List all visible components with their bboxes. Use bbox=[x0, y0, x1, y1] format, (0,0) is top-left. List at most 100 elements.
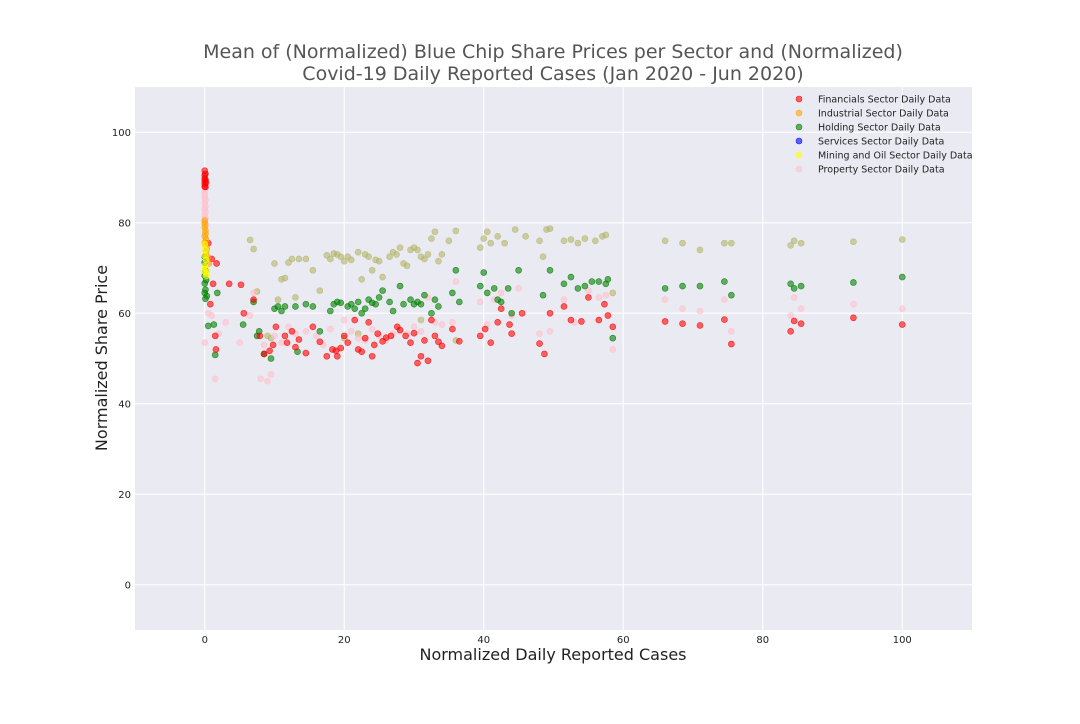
data-point bbox=[267, 371, 275, 378]
data-point bbox=[417, 352, 425, 360]
data-point bbox=[386, 253, 393, 260]
data-point bbox=[271, 332, 278, 340]
data-point bbox=[456, 338, 463, 345]
data-point bbox=[351, 316, 359, 324]
data-point bbox=[609, 289, 617, 297]
data-point bbox=[456, 298, 463, 306]
data-point bbox=[407, 339, 414, 346]
data-point bbox=[354, 248, 362, 256]
data-point bbox=[679, 239, 686, 247]
data-point bbox=[295, 336, 303, 343]
data-point bbox=[585, 287, 592, 294]
data-point bbox=[347, 300, 355, 308]
data-point bbox=[452, 266, 460, 274]
data-point bbox=[417, 300, 425, 308]
data-point bbox=[604, 312, 612, 319]
data-point bbox=[435, 303, 442, 310]
x-tick-label: 0 bbox=[202, 635, 208, 646]
data-point bbox=[316, 287, 324, 294]
data-point bbox=[728, 291, 735, 299]
data-point bbox=[787, 328, 794, 335]
data-point bbox=[518, 309, 526, 317]
data-point bbox=[271, 260, 278, 267]
data-point bbox=[497, 289, 505, 297]
data-point bbox=[850, 279, 857, 286]
data-point bbox=[281, 274, 289, 282]
data-point bbox=[414, 246, 421, 254]
data-point bbox=[239, 321, 247, 328]
data-point bbox=[340, 332, 348, 340]
data-point bbox=[326, 325, 334, 333]
data-point bbox=[414, 359, 421, 367]
data-point bbox=[797, 320, 805, 327]
data-point bbox=[309, 303, 317, 310]
data-point bbox=[396, 244, 404, 251]
data-point bbox=[281, 332, 289, 340]
data-point bbox=[410, 323, 418, 331]
data-point bbox=[389, 307, 397, 315]
data-point bbox=[445, 237, 453, 245]
data-point bbox=[347, 328, 355, 335]
legend-label: Financials Sector Daily Data bbox=[818, 95, 951, 106]
data-point bbox=[201, 280, 209, 287]
x-tick-label: 60 bbox=[617, 635, 630, 646]
data-point bbox=[483, 228, 491, 236]
data-point bbox=[696, 322, 704, 329]
data-point bbox=[372, 300, 379, 308]
data-point bbox=[696, 282, 704, 290]
data-point bbox=[201, 241, 209, 248]
data-point bbox=[898, 273, 906, 281]
data-point bbox=[302, 255, 310, 263]
data-point bbox=[595, 316, 603, 324]
data-point bbox=[316, 338, 324, 346]
data-point bbox=[728, 328, 735, 335]
data-point bbox=[787, 242, 794, 249]
data-point bbox=[431, 332, 439, 340]
data-point bbox=[202, 256, 210, 264]
data-point bbox=[250, 245, 257, 253]
data-point bbox=[347, 256, 355, 264]
data-point bbox=[536, 237, 543, 245]
data-point bbox=[661, 237, 669, 245]
data-point bbox=[281, 303, 289, 310]
data-point bbox=[560, 280, 568, 288]
y-tick-label: 0 bbox=[125, 580, 131, 591]
data-point bbox=[490, 285, 498, 292]
y-tick-label: 60 bbox=[118, 309, 131, 320]
data-point bbox=[721, 296, 728, 303]
data-point bbox=[515, 285, 522, 292]
data-point bbox=[574, 285, 582, 292]
data-point bbox=[787, 312, 794, 319]
data-point bbox=[368, 352, 376, 360]
data-point bbox=[292, 343, 299, 351]
data-point bbox=[435, 257, 442, 265]
data-point bbox=[351, 305, 359, 313]
data-point bbox=[449, 318, 456, 326]
data-point bbox=[480, 269, 488, 276]
grid-lines bbox=[135, 87, 972, 630]
data-point bbox=[696, 307, 704, 315]
data-point bbox=[309, 266, 317, 274]
data-point bbox=[326, 307, 334, 315]
data-point bbox=[515, 266, 522, 274]
data-point bbox=[272, 323, 280, 331]
data-point bbox=[506, 321, 513, 328]
data-point bbox=[274, 303, 282, 310]
plot-background bbox=[135, 87, 972, 630]
data-point bbox=[302, 349, 310, 357]
data-point bbox=[368, 266, 376, 274]
legend-marker bbox=[795, 95, 803, 103]
data-point bbox=[424, 251, 432, 258]
data-point bbox=[560, 303, 568, 310]
data-point bbox=[721, 316, 728, 323]
data-point bbox=[260, 341, 268, 349]
data-point bbox=[202, 295, 209, 303]
data-point bbox=[202, 272, 210, 279]
legend-label: Industrial Sector Daily Data bbox=[818, 109, 949, 120]
data-point bbox=[202, 170, 209, 178]
data-point bbox=[410, 329, 418, 337]
data-point bbox=[256, 332, 264, 340]
data-point bbox=[790, 317, 798, 325]
data-point bbox=[337, 299, 345, 307]
